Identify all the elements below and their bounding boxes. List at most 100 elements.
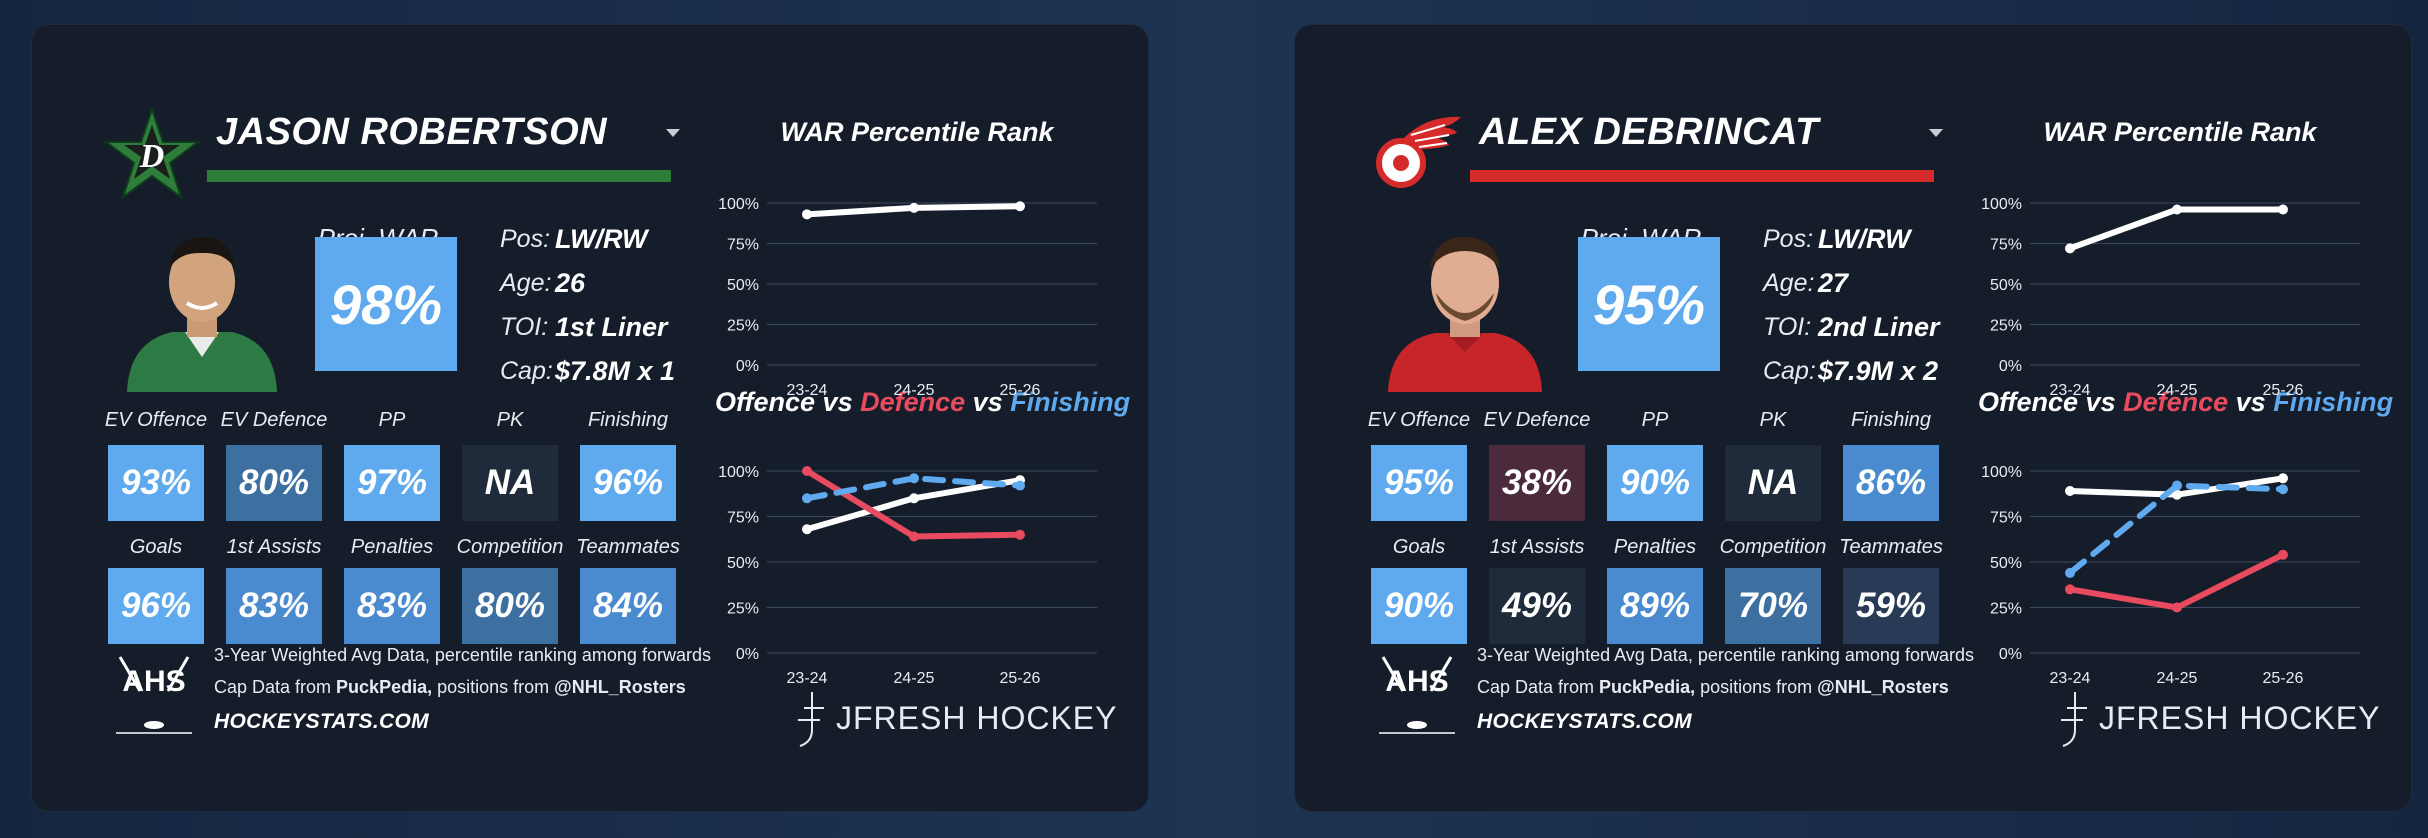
- tile-label: EV Defence: [220, 409, 328, 431]
- tile-label: Finishing: [1850, 409, 1932, 431]
- tile-label: Teammates: [576, 536, 680, 558]
- y-tick-label: 100%: [1981, 196, 2022, 213]
- y-tick-label: 75%: [727, 237, 759, 254]
- player-name: JASON ROBERTSON: [216, 111, 608, 153]
- tile-label: Competition: [1719, 536, 1827, 558]
- war-percentile-chart: 100% 75% 50% 25% 0% 23-24 24-25 25-26: [718, 196, 1097, 399]
- offdef-chart-title: Offence vs Defence vs Finishing: [1978, 387, 2394, 417]
- war-chart-title: WAR Percentile Rank: [780, 117, 1054, 147]
- x-tick-label: 23-24: [2050, 382, 2091, 399]
- footer-note-2: Cap Data from PuckPedia, positions from …: [1477, 677, 1949, 697]
- red-wings-logo-icon: [1376, 116, 1461, 188]
- ahs-logo-text: AHS: [1385, 665, 1449, 698]
- y-tick-label: 25%: [1990, 601, 2022, 618]
- player-card-robertson: D JASON ROBERTSON Proj. WAR % 98% Pos: L…: [31, 24, 1149, 812]
- y-tick-label: 50%: [1990, 555, 2022, 572]
- tile-label: Competition: [456, 536, 564, 558]
- y-tick-label: 50%: [727, 277, 759, 294]
- y-tick-label: 0%: [1999, 646, 2022, 663]
- tile-label: PP: [1641, 409, 1669, 431]
- jfresh-brand: JFRESH HOCKEY: [792, 690, 1132, 750]
- bio-toi-label: TOI:: [1763, 313, 1812, 341]
- stat-tile: 89%: [1607, 568, 1703, 644]
- bio-cap-value: $7.9M x 2: [1818, 356, 1939, 386]
- series-point: [909, 531, 919, 542]
- stat-tile: 83%: [344, 568, 440, 644]
- ahs-logo-text: AHS: [122, 665, 186, 698]
- bio-cap-label: Cap:: [500, 357, 553, 385]
- player-headshot: [1380, 207, 1550, 392]
- y-tick-label: 25%: [727, 318, 759, 335]
- x-tick-label: 24-25: [2157, 382, 2198, 399]
- bio-cap-value: $7.8M x 1: [555, 356, 676, 386]
- y-tick-label: 100%: [718, 464, 759, 481]
- stat-tile: 96%: [108, 568, 204, 644]
- player-dropdown-chevron-icon[interactable]: [1929, 129, 1943, 137]
- series-point: [802, 209, 812, 220]
- series-point: [909, 473, 919, 484]
- series-line: [2067, 206, 2286, 252]
- y-tick-label: 75%: [1990, 510, 2022, 527]
- y-tick-label: 50%: [1990, 277, 2022, 294]
- tile-label: 1st Assists: [1489, 536, 1585, 558]
- tile-label: Goals: [1392, 536, 1446, 558]
- tile-label: PK: [496, 409, 524, 431]
- stat-tile: 80%: [462, 568, 558, 644]
- ahs-logo-icon: [1379, 656, 1455, 734]
- stat-tile: 97%: [344, 445, 440, 521]
- jfresh-brand: JFRESH HOCKEY: [2055, 690, 2395, 750]
- series-point: [2065, 243, 2075, 254]
- series-point: [2065, 584, 2075, 595]
- jfresh-logo-icon: [798, 692, 824, 747]
- x-tick-label: 23-24: [2050, 670, 2091, 687]
- series-point: [1015, 480, 1025, 491]
- stat-tile: 49%: [1489, 568, 1585, 644]
- y-tick-label: 100%: [1981, 464, 2022, 481]
- bio-pos-value: LW/RW: [555, 224, 648, 254]
- war-chart-title: WAR Percentile Rank: [2043, 117, 2317, 147]
- offdef-chart: 100% 75% 50% 25% 0% 23-24 24-25 25-26: [718, 464, 1097, 687]
- tile-label: Penalties: [1613, 536, 1697, 558]
- y-tick-label: 75%: [1990, 237, 2022, 254]
- tile-label: EV Defence: [1483, 409, 1591, 431]
- tile-label: EV Offence: [104, 409, 208, 431]
- bio-age-value: 26: [555, 268, 586, 298]
- series-point: [2065, 486, 2075, 497]
- stat-tile: NA: [1725, 445, 1821, 521]
- stat-tile: 70%: [1725, 568, 1821, 644]
- stat-tile: 93%: [108, 445, 204, 521]
- y-tick-label: 0%: [736, 646, 759, 663]
- proj-war-value: 95%: [1578, 237, 1720, 371]
- y-tick-label: 25%: [727, 601, 759, 618]
- series-line: [2067, 551, 2286, 611]
- player-dropdown-chevron-icon[interactable]: [666, 129, 680, 137]
- y-tick-label: 75%: [727, 510, 759, 527]
- team-color-bar: [1470, 170, 1934, 182]
- y-tick-label: 0%: [736, 358, 759, 375]
- bio-pos-value: LW/RW: [1818, 224, 1911, 254]
- stat-tile: 38%: [1489, 445, 1585, 521]
- tile-label: PK: [1759, 409, 1787, 431]
- tile-label: Goals: [129, 536, 183, 558]
- series-point: [2172, 489, 2182, 500]
- stat-tile: 95%: [1371, 445, 1467, 521]
- series-point: [1015, 201, 1025, 212]
- footer-note-1: 3-Year Weighted Avg Data, percentile ran…: [1477, 645, 1974, 665]
- series-point: [909, 202, 919, 213]
- tile-label: 1st Assists: [226, 536, 322, 558]
- bio-pos-label: Pos:: [1763, 225, 1814, 253]
- series-point: [802, 524, 812, 535]
- x-tick-label: 24-25: [894, 382, 935, 399]
- x-tick-label: 25-26: [1000, 382, 1041, 399]
- y-tick-label: 0%: [1999, 358, 2022, 375]
- site-link[interactable]: HOCKEYSTATS.COM: [1477, 710, 1692, 733]
- series-point: [802, 466, 812, 476]
- site-link[interactable]: HOCKEYSTATS.COM: [214, 710, 429, 733]
- x-tick-label: 25-26: [1000, 670, 1041, 687]
- tile-label: Finishing: [587, 409, 669, 431]
- y-tick-label: 100%: [718, 196, 759, 213]
- series-point: [2172, 602, 2182, 613]
- series-point: [909, 493, 919, 504]
- stat-tile: 86%: [1843, 445, 1939, 521]
- bio-toi-label: TOI:: [500, 313, 549, 341]
